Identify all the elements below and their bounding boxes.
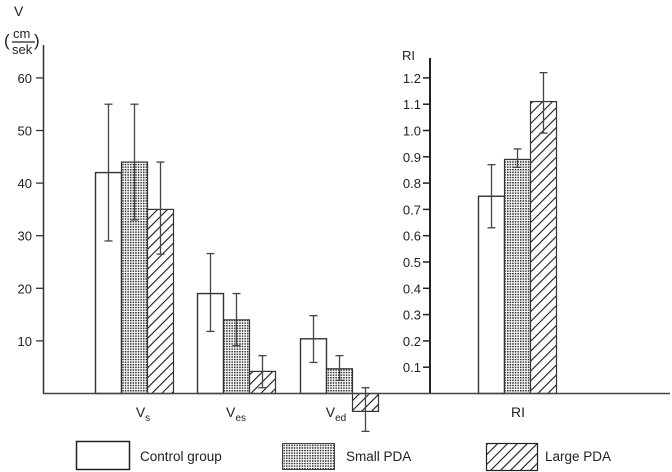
right-y-tick-label: 0.3 [403, 308, 421, 323]
x-category-label: Ves [226, 404, 246, 424]
x-category-label: Vs [136, 404, 150, 424]
right-y-tick-label: 0.5 [403, 255, 421, 270]
right-y-axis: 0.1 0.2 0.3 0.4 0.5 0.6 0.7 0.8 0.9 1.0 1.1 1.2 [403, 58, 431, 394]
error-bar-small-pda [513, 148, 522, 168]
right-y-tick-label: 0.4 [403, 281, 421, 296]
right-y-tick-label: 0.8 [403, 176, 421, 191]
error-bar-large-pda [258, 354, 267, 389]
right-y-tick-label: 0.6 [403, 229, 421, 244]
legend: Control group Small PDA Large PDA [75, 440, 611, 472]
right-y-tick-label: 0.1 [403, 360, 421, 375]
error-bar-large-pda [361, 387, 370, 433]
left-ylabel: V [14, 3, 24, 19]
right-y-tick-label: 0.9 [403, 150, 421, 165]
right-y-tick-label: 1.1 [403, 97, 421, 112]
left-y-tick-label: 50 [18, 124, 32, 139]
right-y-tick-label: 0.7 [403, 202, 421, 217]
error-bar-control-group [206, 252, 215, 333]
right-ylabel: RI [402, 48, 415, 63]
error-bar-control-group [309, 315, 318, 364]
left-yunit-denominator: sek [12, 42, 33, 57]
legend-label-large-pda: Large PDA [545, 449, 611, 464]
legend-swatch-small-pda [282, 443, 335, 470]
error-bar-control-group [487, 164, 496, 229]
legend-label-control-group: Control group [140, 449, 222, 464]
x-category-label: RI [511, 404, 525, 420]
left-y-tick-label: 30 [18, 229, 32, 244]
legend-swatch-large-pda [485, 442, 539, 472]
right-y-tick-label: 0.2 [403, 334, 421, 349]
error-bar-large-pda [539, 71, 548, 134]
error-bar-small-pda [232, 292, 241, 347]
bar-large-pda [529, 100, 558, 395]
left-yunit-open-paren: ( [4, 31, 10, 50]
error-bar-small-pda [130, 103, 139, 221]
error-bar-small-pda [335, 354, 344, 382]
left-y-tick-label: 40 [18, 176, 32, 191]
right-y-tick-label: 1.0 [403, 124, 421, 139]
left-y-tick-label: 10 [18, 334, 32, 349]
legend-label-small-pda: Small PDA [346, 449, 411, 464]
left-yunit-numerator: cm [13, 26, 30, 41]
error-bar-control-group [104, 103, 113, 242]
left-y-tick-label: 20 [18, 281, 32, 296]
left-y-tick-label: 60 [18, 71, 32, 86]
x-category-label: Ved [326, 404, 346, 424]
bar-small-pda [503, 158, 532, 395]
legend-swatch-control-group [75, 440, 131, 471]
error-bar-large-pda [156, 161, 165, 255]
left-y-axis: 10 20 30 40 50 60 [18, 45, 45, 394]
right-y-tick-label: 1.2 [403, 71, 421, 86]
left-yunit-close-paren: ) [34, 31, 40, 50]
